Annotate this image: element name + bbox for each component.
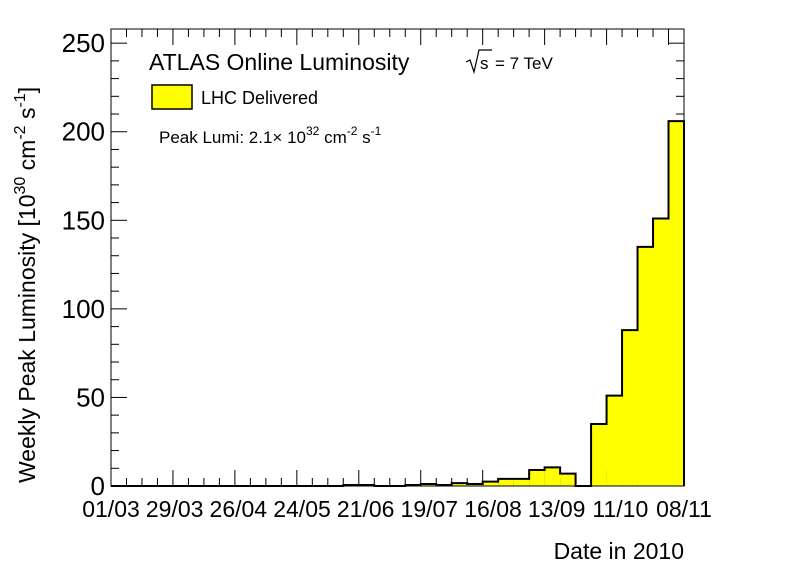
- x-tick-label: 21/06: [337, 496, 395, 522]
- bar: [591, 424, 607, 486]
- bar: [668, 121, 684, 487]
- bars-group: [111, 120, 685, 487]
- energy-value: = 7 TeV: [495, 54, 553, 73]
- bar: [622, 330, 638, 486]
- y-label-mid2: s: [14, 108, 40, 126]
- x-axis-label: Date in 2010: [554, 538, 684, 564]
- x-tick-label: 13/09: [528, 496, 586, 522]
- bar: [544, 467, 561, 486]
- x-tick-label: 19/07: [401, 496, 459, 522]
- y-tick-label: 250: [62, 28, 105, 58]
- sqrt-symbol: [465, 49, 492, 75]
- peak-lumi-unit1: cm: [319, 128, 346, 147]
- y-tick-label: 200: [62, 117, 105, 147]
- peak-lumi-prefix: Peak Lumi: 2.1: [159, 128, 272, 147]
- x-tick-labels: 01/03 29/03 26/04 24/05 21/06 19/07 16/08 13/09…: [82, 496, 712, 522]
- bar: [498, 478, 514, 486]
- peak-lumi-unit2: s: [357, 128, 370, 147]
- legend-swatch: [151, 84, 193, 110]
- y-label-exp2: -2: [12, 125, 29, 139]
- y-label-mid: cm: [14, 140, 40, 177]
- bar: [653, 218, 669, 486]
- x-tick-label: 16/08: [464, 496, 522, 522]
- bar: [451, 483, 468, 486]
- energy-symbol: s: [480, 54, 489, 73]
- peak-lumi-exp3: -1: [371, 124, 382, 138]
- peak-lumi-exp2: -2: [347, 124, 358, 138]
- x-tick-label: 26/04: [210, 496, 268, 522]
- bar: [637, 246, 654, 486]
- x-tick-label: 08/11: [656, 496, 712, 522]
- y-tick-label: 150: [62, 205, 105, 235]
- bar: [529, 470, 545, 486]
- bar: [513, 478, 530, 486]
- x-tick-label: 29/03: [146, 496, 204, 522]
- peak-lumi-times: ×: [272, 128, 282, 147]
- x-tick-label: 24/05: [273, 496, 331, 522]
- y-label-end: ]: [14, 87, 40, 93]
- x-tick-label: 01/03: [82, 496, 140, 522]
- y-tick-label: 0: [91, 471, 105, 501]
- y-tick-label: 100: [62, 294, 105, 324]
- energy-label: s = 7 TeV: [465, 49, 553, 75]
- y-label-exp1: 30: [12, 177, 29, 195]
- y-label-exp3: -1: [12, 93, 29, 107]
- axis-ticks: [110, 29, 685, 487]
- legend-label: LHC Delivered: [201, 88, 318, 108]
- bar: [482, 481, 499, 486]
- y-tick-label: 50: [76, 382, 105, 412]
- y-tick-labels: 0 50 100 150 200 250: [62, 28, 105, 501]
- bar: [606, 395, 623, 486]
- peak-lumi-base: 10: [282, 128, 306, 147]
- legend: LHC Delivered: [151, 84, 318, 110]
- y-axis-label: Weekly Peak Luminosity [1030 cm-2 s-1]: [12, 87, 40, 483]
- peak-lumi-annotation: Peak Lumi: 2.1× 1032 cm-2 s-1: [159, 124, 382, 147]
- y-label-main: Weekly Peak Luminosity [10: [14, 195, 40, 484]
- bar: [560, 473, 576, 486]
- x-tick-label: 11/10: [592, 496, 648, 522]
- plot-frame: [110, 28, 685, 487]
- chart-title: ATLAS Online Luminosity: [149, 49, 410, 75]
- peak-lumi-exp1: 32: [306, 124, 320, 138]
